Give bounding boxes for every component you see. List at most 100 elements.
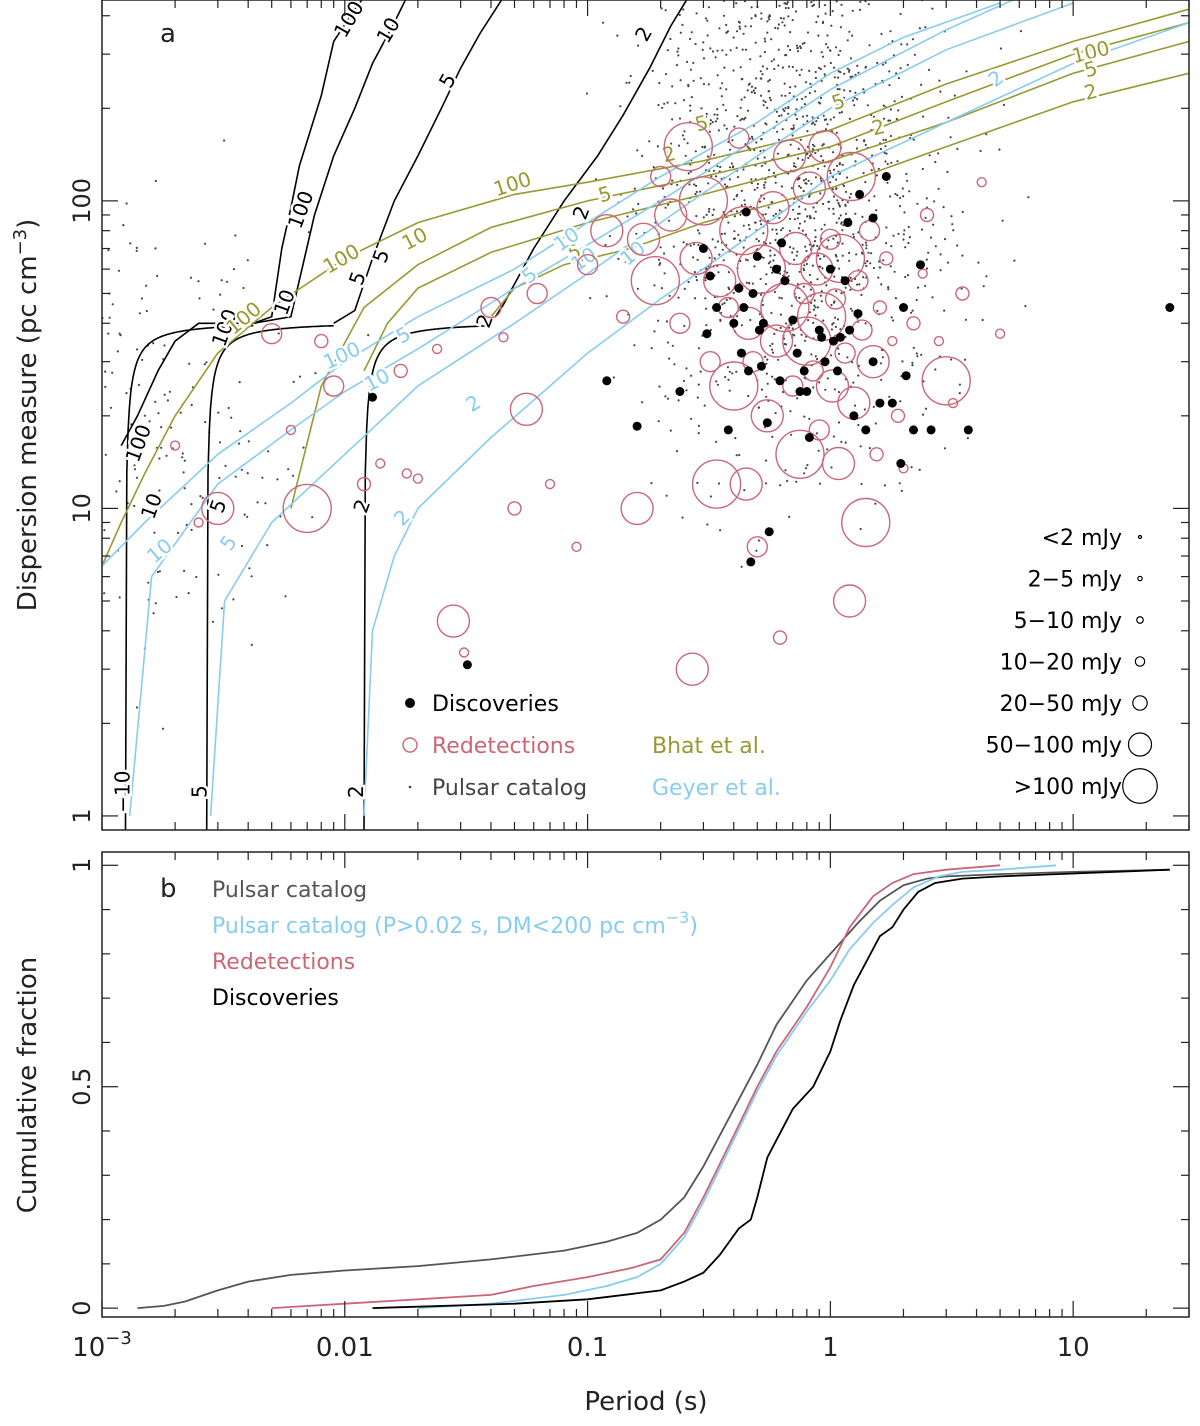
catalog-dot: [832, 212, 835, 215]
catalog-dot: [829, 354, 833, 357]
catalog-dot: [856, 98, 859, 101]
catalog-dot: [775, 232, 779, 235]
discovery-point: [712, 303, 722, 312]
contour-label: 100: [120, 421, 156, 465]
catalog-dot: [788, 229, 792, 232]
catalog-dot: [195, 575, 198, 579]
catalog-dot: [836, 199, 839, 202]
catalog-dot: [815, 21, 818, 24]
catalog-dot: [687, 280, 690, 284]
catalog-dot: [829, 118, 832, 121]
catalog-dot: [812, 308, 816, 311]
catalog-dot: [784, 106, 787, 110]
catalog-dot: [816, 244, 819, 248]
catalog-dot: [852, 233, 855, 236]
black-branch-100: [253, 0, 363, 325]
catalog-dot: [834, 325, 838, 328]
catalog-dot: [658, 81, 661, 85]
catalog-dot: [801, 158, 804, 161]
catalog-dot: [665, 320, 669, 323]
catalog-dot: [695, 12, 698, 15]
catalog-dot: [739, 106, 742, 109]
catalog-dot: [609, 196, 613, 200]
catalog-dot: [757, 406, 760, 409]
catalog-dot: [605, 295, 608, 298]
catalog-dot: [753, 188, 756, 191]
catalog-dot: [718, 253, 721, 256]
catalog-dot: [779, 313, 783, 316]
catalog-dot: [738, 453, 741, 457]
catalog-dot: [794, 85, 797, 88]
catalog-dot: [776, 130, 779, 133]
catalog-dot: [154, 602, 157, 605]
catalog-dot: [808, 194, 811, 197]
catalog-dot: [831, 10, 834, 13]
redetection-point: [834, 342, 856, 364]
catalog-dot: [808, 154, 812, 157]
catalog-dot: [862, 88, 865, 91]
discovery-point: [632, 421, 642, 431]
black-branch-2: [490, 0, 688, 324]
catalog-dot: [798, 212, 801, 215]
catalog-dot: [747, 223, 750, 227]
catalog-dot: [667, 203, 670, 206]
catalog-dot: [736, 115, 739, 118]
catalog-dot: [168, 390, 171, 393]
catalog-dot: [924, 284, 927, 287]
discovery-point: [772, 264, 781, 274]
catalog-dot: [660, 287, 664, 290]
catalog-dot: [794, 165, 797, 168]
catalog-dot: [722, 259, 725, 262]
catalog-dot: [918, 27, 922, 30]
redetection-point: [678, 176, 729, 226]
catalog-dot: [661, 187, 665, 190]
catalog-dot: [181, 452, 184, 455]
catalog-dot: [762, 256, 765, 259]
catalog-dot: [750, 91, 753, 94]
catalog-dot: [685, 367, 688, 370]
series-line: [372, 868, 1170, 1309]
catalog-dot: [924, 216, 927, 219]
catalog-dot: [848, 68, 851, 72]
redetection-point: [719, 205, 769, 256]
catalog-dot: [115, 490, 118, 493]
contour-label: 10: [615, 236, 650, 271]
panel-a-ylabel: Dispersion measure (pc cm−3): [10, 219, 43, 612]
catalog-dot: [779, 17, 783, 20]
catalog-dot: [862, 171, 865, 175]
catalog-dot: [690, 31, 693, 34]
catalog-dot: [763, 156, 766, 159]
catalog-dot: [248, 567, 251, 570]
catalog-dot: [734, 437, 737, 440]
catalog-dot: [894, 192, 897, 196]
catalog-dot: [743, 489, 746, 492]
catalog-dot: [161, 727, 165, 730]
catalog-dot: [924, 407, 928, 410]
catalog-dot: [716, 383, 720, 386]
catalog-dot: [735, 454, 738, 457]
catalog-dot: [855, 138, 858, 141]
catalog-dot: [958, 392, 961, 395]
catalog-dot: [152, 342, 155, 345]
catalog-dot: [232, 598, 235, 601]
catalog-dot: [669, 37, 672, 41]
black-branch-5: [333, 0, 503, 324]
catalog-dot: [851, 361, 854, 364]
catalog-dot: [658, 263, 661, 266]
catalog-dot: [728, 288, 731, 291]
catalog-dot: [277, 332, 280, 335]
catalog-dot: [707, 83, 710, 86]
catalog-dot: [118, 480, 121, 483]
catalog-dot: [773, 378, 776, 381]
catalog-dot: [663, 272, 666, 275]
catalog-dot: [800, 68, 803, 71]
y-tick-label: 1: [68, 808, 96, 823]
catalog-dot: [721, 303, 724, 306]
discovery-point: [843, 218, 853, 228]
black-contour-2: [363, 324, 492, 830]
catalog-dot: [752, 89, 755, 92]
catalog-dot: [894, 297, 898, 300]
redetection-point: [879, 251, 894, 266]
catalog-dot: [230, 416, 233, 419]
catalog-dot: [806, 215, 809, 218]
